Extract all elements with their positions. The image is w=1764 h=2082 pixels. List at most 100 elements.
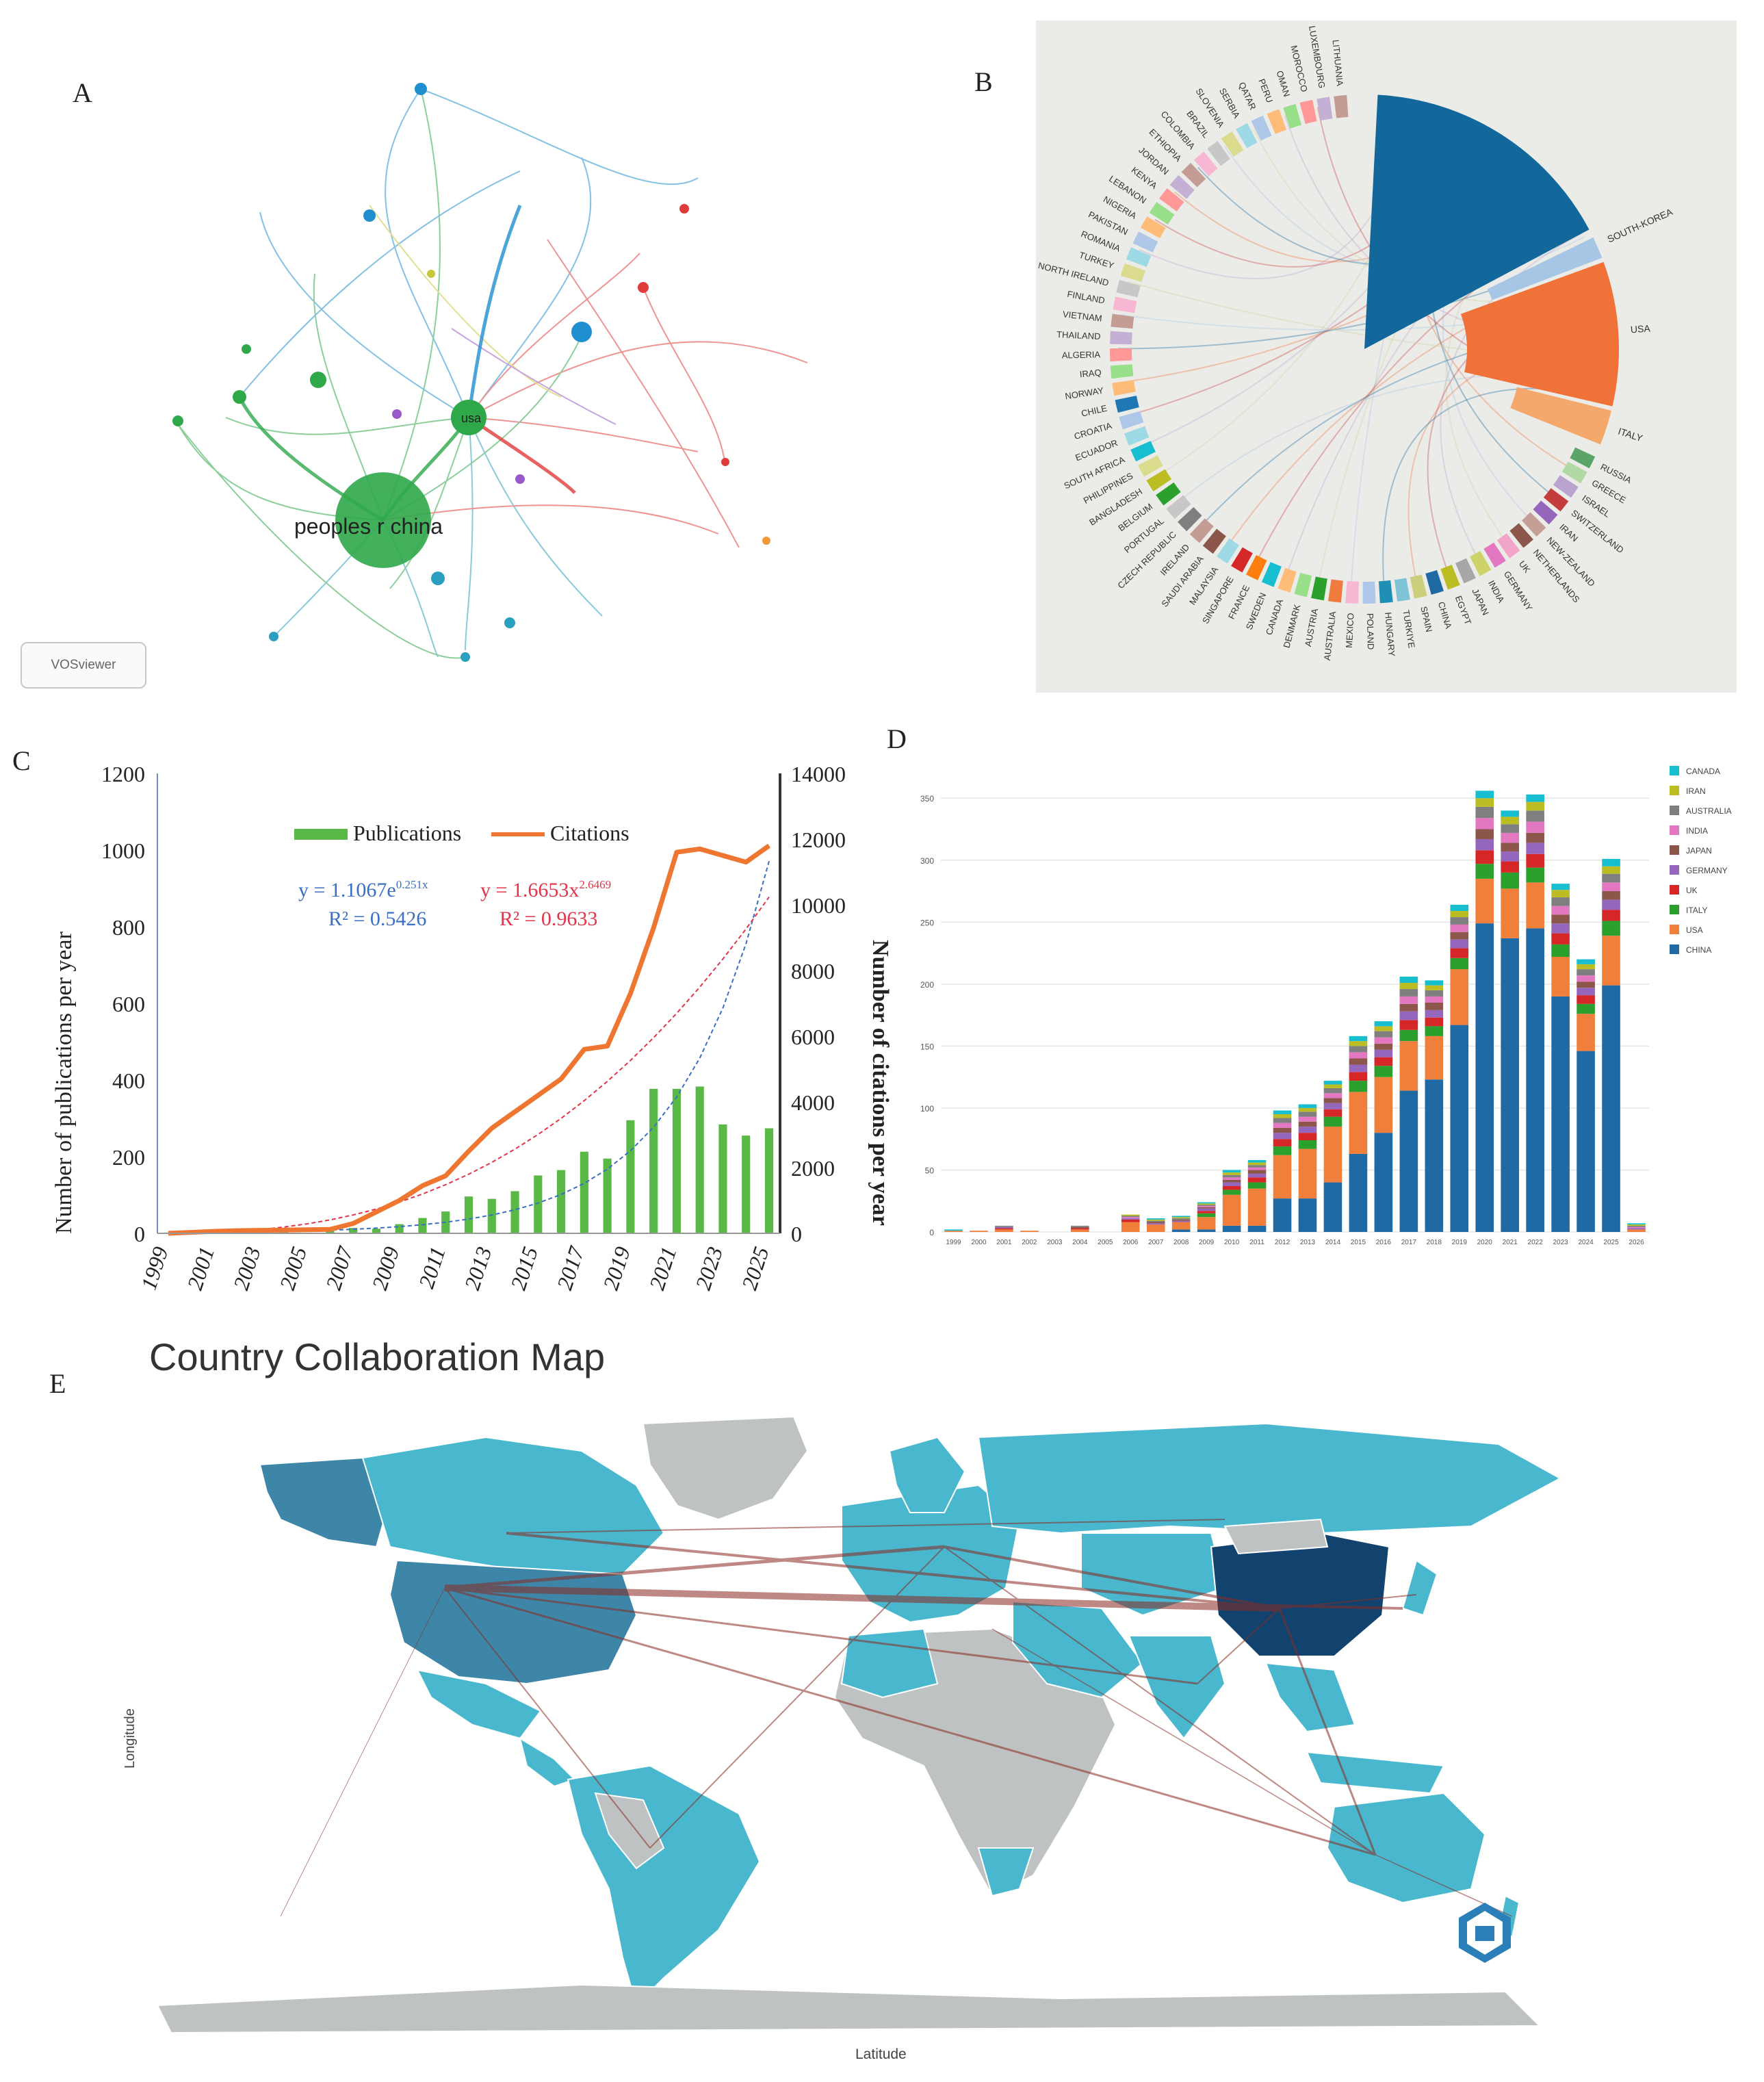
stacked-bar-segment (1247, 1173, 1267, 1178)
stacked-bar-segment (1577, 964, 1595, 970)
d-y-tick-label: 0 (929, 1228, 934, 1237)
chord-arc (1455, 558, 1476, 584)
d-x-tick-label: 2019 (1452, 1239, 1468, 1246)
chord-arc (1334, 94, 1349, 118)
stacked-bar-segment (1475, 850, 1494, 864)
stacked-bar-segment (1323, 1103, 1343, 1109)
c-x-tick-label: 2003 (229, 1244, 265, 1293)
d-legend-swatch (1670, 766, 1679, 775)
stacked-bar-segment (1551, 957, 1570, 997)
stacked-bar-segment (1475, 878, 1494, 924)
c-right-tick-label: 0 (791, 1222, 802, 1246)
stacked-bar-segment (1602, 910, 1620, 921)
stacked-bar-segment (1247, 1165, 1267, 1168)
d-x-tick-label: 2016 (1376, 1239, 1392, 1246)
stacked-bar-segment (1323, 1127, 1343, 1183)
china (1210, 1532, 1390, 1657)
d-legend-swatch (1670, 905, 1679, 914)
fit-eq-cit-base: y = 1.6653x (480, 879, 579, 901)
node-orange-1 (762, 537, 770, 545)
stacked-bar-segment (1602, 866, 1620, 874)
vosviewer-badge: VOSviewer (21, 642, 146, 689)
stacked-bar-segment (1247, 1159, 1267, 1163)
india (1128, 1635, 1226, 1740)
c-left-tick-label: 1200 (101, 762, 145, 786)
stacked-bar-segment (1602, 873, 1620, 883)
d-x-tick-label: 2010 (1224, 1239, 1240, 1246)
stacked-bar-segment (1450, 904, 1469, 911)
c-right-tick-label: 4000 (791, 1090, 835, 1115)
stacked-bar-segment (1349, 1092, 1368, 1154)
stacked-bar-segment (1247, 1188, 1267, 1226)
c-x-tick-label: 1999 (136, 1244, 173, 1293)
chart-c-legend: Publications Citations (294, 821, 630, 845)
stacked-bar-segment (1197, 1208, 1216, 1211)
stacked-bar-segment (1273, 1139, 1292, 1147)
chord-label: MEXICO (1344, 613, 1356, 648)
stacked-bar-segment (1374, 1133, 1393, 1232)
stacked-bar-segment (1273, 1155, 1292, 1199)
chord-arc (1115, 396, 1139, 413)
d-legend-label: UK (1686, 886, 1698, 895)
publications-trend-line (168, 860, 770, 1234)
stacked-bar-segment (1374, 1066, 1393, 1077)
stacked-bar-segment (1526, 928, 1544, 1232)
d-legend-swatch (1670, 845, 1679, 855)
stacked-bar-segment (1551, 933, 1570, 944)
map-logo-icon (1459, 1903, 1511, 1963)
chart-d-legend: CANADA IRAN AUSTRALIA INDIA JAPAN GERMANY UK IT… (1670, 766, 1732, 955)
chart-c-axes: 0200400600800100012000200040006000800010… (101, 762, 846, 1293)
c-right-tick-label: 6000 (791, 1025, 835, 1049)
chord-arc (1146, 469, 1172, 492)
chord-arc (1112, 380, 1136, 396)
publication-bar (603, 1158, 612, 1233)
stacked-bar-segment (1247, 1167, 1267, 1170)
chord-arc (1156, 482, 1181, 506)
legend-label-citations: Citations (550, 821, 630, 845)
map-x-axis-label: Latitude (855, 2046, 907, 2062)
chord-arc (1561, 461, 1587, 484)
d-legend-label: USA (1686, 925, 1703, 935)
stacked-bar-segment (1577, 995, 1595, 1004)
map-title: Country Collaboration Map (149, 1335, 606, 1378)
stacked-bar-segment (1197, 1217, 1216, 1230)
chord-arc (1126, 247, 1152, 268)
stacked-bar-segment (1425, 985, 1444, 990)
node-teal-1 (431, 571, 445, 585)
chord-arc (1543, 488, 1569, 512)
panel-label-a: A (73, 77, 92, 108)
australia (1326, 1792, 1486, 1904)
stacked-bar-segment (1374, 1026, 1393, 1031)
stacked-bar-segment (1197, 1205, 1216, 1206)
fit-equation-citations: y = 1.6653x2.6469 (480, 878, 611, 901)
central-asia (1080, 1532, 1226, 1617)
chord-arc (1425, 570, 1444, 595)
stacked-bar-segment (995, 1228, 1013, 1230)
publication-bar (395, 1224, 404, 1233)
stacked-bar-segment (1627, 1226, 1646, 1229)
stacked-bar-segment (1146, 1224, 1165, 1232)
network-usa-label: usa (461, 411, 482, 425)
chord-label: IRAQ (1079, 368, 1102, 380)
stacked-bar-segment (1222, 1186, 1241, 1190)
chord-arc-usa (1460, 261, 1619, 407)
c-left-tick-label: 600 (112, 992, 145, 1016)
stacked-bar-segment (970, 1231, 988, 1232)
africa-north (840, 1628, 939, 1699)
d-legend-swatch (1670, 865, 1679, 875)
chord-arc (1394, 578, 1410, 602)
node-teal-2 (504, 617, 515, 628)
south-america-grey (594, 1792, 665, 1870)
stacked-bar-segment (1551, 996, 1570, 1232)
stacked-bar-segment (1526, 832, 1544, 843)
stacked-bar-segment (1501, 810, 1520, 817)
stacked-bar-segment (1298, 1148, 1317, 1199)
stacked-bar-segment (1627, 1224, 1646, 1226)
stacked-bar-segment (1323, 1109, 1343, 1117)
chord-arc (1207, 141, 1231, 166)
chord-label: USA (1630, 322, 1650, 335)
stacked-bar-segment (1425, 980, 1444, 986)
stacked-bar-segment (1526, 810, 1544, 822)
stacked-bar-segment (1577, 988, 1595, 996)
stacked-bar-segment (1374, 1037, 1393, 1044)
